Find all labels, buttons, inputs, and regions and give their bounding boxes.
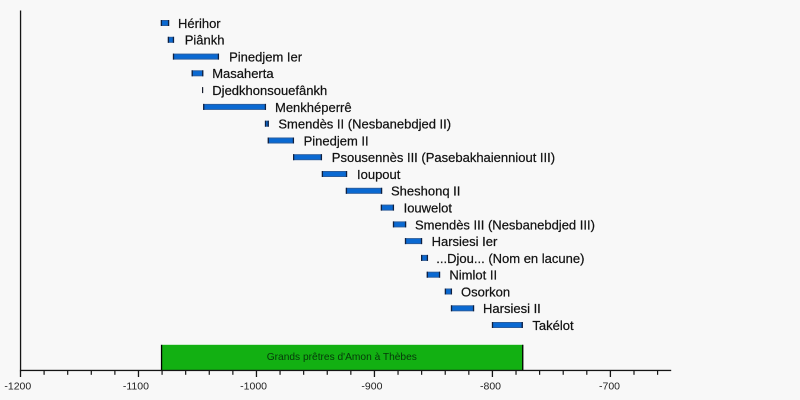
svg-text:Harsiesi II: Harsiesi II [483,301,541,316]
svg-text:-1200: -1200 [4,380,31,392]
svg-text:-900: -900 [361,380,382,392]
svg-text:Hérihor: Hérihor [178,16,221,31]
svg-text:Osorkon: Osorkon [461,284,510,299]
svg-text:-800: -800 [480,380,501,392]
svg-text:Masaherta: Masaherta [212,66,274,81]
svg-text:Menkhéperrê: Menkhéperrê [275,100,352,115]
svg-text:Iouwelot: Iouwelot [404,201,453,216]
svg-text:Smendès II (Nesbanebdjed II): Smendès II (Nesbanebdjed II) [278,117,451,132]
svg-text:Takélot: Takélot [532,318,574,333]
svg-text:Harsiesi Ier: Harsiesi Ier [432,234,498,249]
svg-text:-1100: -1100 [123,380,149,392]
svg-text:Sheshonq II: Sheshonq II [391,184,460,199]
svg-text:-700: -700 [599,380,620,392]
svg-text:...Djou... (Nom en lacune): ...Djou... (Nom en lacune) [436,251,584,266]
svg-text:Ioupout: Ioupout [357,167,401,182]
svg-text:Piânkh: Piânkh [185,33,225,48]
svg-text:Psousennès III (Pasebakhaienni: Psousennès III (Pasebakhaienniout III) [332,150,555,165]
svg-text:Nimlot II: Nimlot II [449,268,497,283]
svg-text:Djedkhonsouefânkh: Djedkhonsouefânkh [212,83,327,98]
svg-text:Pinedjem Ier: Pinedjem Ier [229,50,303,65]
svg-text:Grands prêtres d'Amon à Thèbes: Grands prêtres d'Amon à Thèbes [267,352,417,363]
svg-text:Smendès III (Nesbanebdjed III): Smendès III (Nesbanebdjed III) [415,217,595,232]
svg-text:Pinedjem II: Pinedjem II [304,133,369,148]
svg-text:-1000: -1000 [240,380,267,392]
